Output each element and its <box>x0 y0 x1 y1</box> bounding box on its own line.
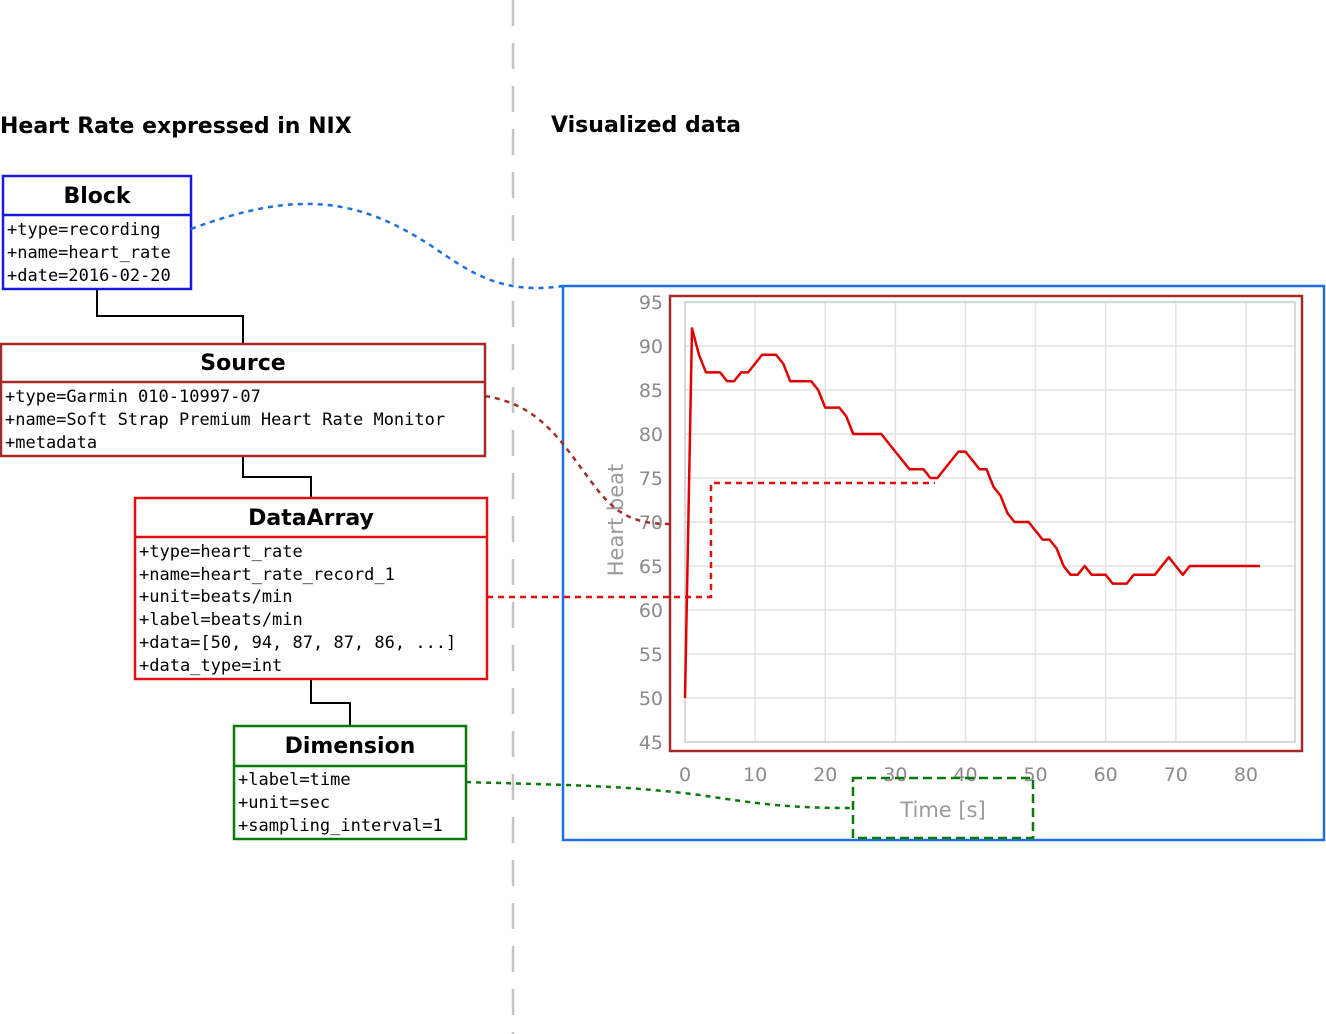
dataarray-title: DataArray <box>248 506 374 531</box>
block-class[interactable]: Block +type=recording +name=heart_rate +… <box>1 174 193 291</box>
x-tick-label: 10 <box>743 764 767 786</box>
y-axis-label: Heart beat <box>604 464 628 576</box>
dimension-attr: +sampling_interval=1 <box>238 816 443 836</box>
y-tick-label: 55 <box>639 644 663 666</box>
heart-rate-series-line <box>683 327 1260 699</box>
xlabel-highlight-box <box>851 776 1035 840</box>
x-tick-label: 40 <box>953 764 977 786</box>
x-tick-label: 80 <box>1234 764 1258 786</box>
dimension-attr: +unit=sec <box>238 793 330 813</box>
y-tick-label: 90 <box>639 336 663 358</box>
source-plot-frame <box>668 294 1304 753</box>
x-tick-labels: 0 10 20 30 40 50 60 70 80 <box>679 764 1258 786</box>
block-attr: +date=2016-02-20 <box>7 266 171 286</box>
y-tick-label: 60 <box>639 600 663 622</box>
y-tick-label: 80 <box>639 424 663 446</box>
y-tick-label: 65 <box>639 556 663 578</box>
y-tick-label: 45 <box>639 732 663 754</box>
right-heading: Visualized data <box>551 113 741 138</box>
source-attr: +type=Garmin 010-10997-07 <box>5 387 261 407</box>
dataarray-class[interactable]: DataArray +type=heart_rate +name=heart_r… <box>133 496 489 681</box>
dimension-attr: +label=time <box>238 770 351 790</box>
y-tick-labels: 45 50 55 60 65 70 75 80 85 90 95 <box>639 292 663 754</box>
y-tick-label: 85 <box>639 380 663 402</box>
x-tick-label: 30 <box>883 764 907 786</box>
x-tick-label: 70 <box>1164 764 1188 786</box>
dataarray-attr: +type=heart_rate <box>139 542 303 562</box>
source-title: Source <box>200 351 285 376</box>
y-tick-label: 75 <box>639 468 663 490</box>
dataarray-attr: +label=beats/min <box>139 610 303 630</box>
x-axis-label: Time [s] <box>899 798 985 822</box>
left-heading: Heart Rate expressed in NIX <box>0 114 352 139</box>
connector-dataarray-to-plot <box>487 481 935 599</box>
dataarray-attr: +unit=beats/min <box>139 587 293 607</box>
x-tick-label: 50 <box>1023 764 1047 786</box>
block-attr: +type=recording <box>7 220 161 240</box>
y-tick-label: 50 <box>639 688 663 710</box>
connector-source-to-plot <box>484 394 671 526</box>
source-class[interactable]: Source +type=Garmin 010-10997-07 +name=S… <box>0 342 487 458</box>
connector-block-source <box>96 289 244 344</box>
y-tick-label: 70 <box>639 512 663 534</box>
dimension-title: Dimension <box>285 734 416 759</box>
connector-dimension-to-xlabel <box>465 780 854 810</box>
plot-area-inner <box>684 301 1296 743</box>
dimension-class[interactable]: Dimension +label=time +unit=sec +samplin… <box>232 724 468 841</box>
connector-source-dataarray <box>242 456 312 498</box>
x-tick-label: 60 <box>1094 764 1118 786</box>
source-attr: +name=Soft Strap Premium Heart Rate Moni… <box>5 410 445 430</box>
plot-frame <box>561 284 1326 842</box>
x-tick-label: 0 <box>679 764 691 786</box>
block-attr: +name=heart_rate <box>7 243 171 263</box>
block-title: Block <box>63 184 131 209</box>
source-attr: +metadata <box>5 433 97 453</box>
connector-dataarray-dimension <box>310 679 351 726</box>
dataarray-attr: +data=[50, 94, 87, 87, 86, ...] <box>139 633 456 653</box>
chart-grid <box>684 301 1295 743</box>
x-tick-label: 20 <box>813 764 837 786</box>
connector-block-to-plot <box>190 202 564 290</box>
dataarray-attr: +name=heart_rate_record_1 <box>139 565 395 585</box>
dataarray-attr: +data_type=int <box>139 656 282 676</box>
y-tick-label: 95 <box>639 292 663 314</box>
